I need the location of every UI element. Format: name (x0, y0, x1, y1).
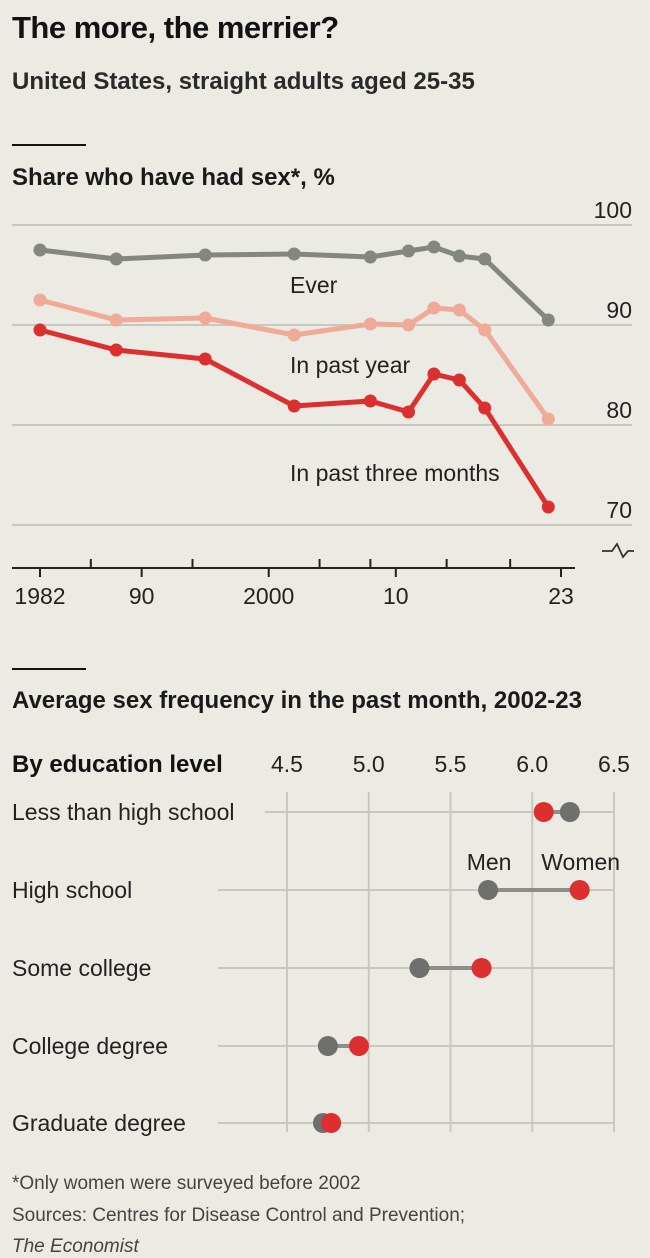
series-1-point-9 (541, 412, 555, 426)
series-2-point-4 (363, 394, 377, 408)
dot-chart-title: Average sex frequency in the past month,… (12, 687, 582, 714)
dot-men-2 (409, 958, 430, 978)
series-2-point-0 (33, 323, 47, 337)
series-0-point-4 (363, 250, 377, 264)
section-rule-2 (12, 668, 86, 670)
x-tick-label-1990: 90 (129, 583, 155, 609)
series-0-point-9 (541, 313, 555, 327)
category-label-0: Less than high school (12, 799, 235, 825)
footnote: *Only women were surveyed before 2002 (12, 1173, 361, 1194)
series-1-point-2 (198, 311, 212, 325)
series-label-0: Ever (290, 272, 338, 298)
dot-women-3 (348, 1036, 369, 1056)
page-title: The more, the merrier? (12, 10, 339, 45)
x-tick-label-2010: 10 (383, 583, 409, 609)
line-chart-title: Share who have had sex*, % (12, 164, 335, 191)
section-rule (12, 144, 86, 146)
dot-women-0 (533, 802, 554, 822)
category-label-3: College degree (12, 1033, 168, 1059)
category-label-2: Some college (12, 955, 151, 981)
dot-men-1 (478, 880, 499, 900)
x-tick-label-3: 6.0 (516, 751, 548, 777)
series-1-point-8 (478, 323, 492, 337)
y-tick-label-100: 100 (594, 197, 632, 223)
series-0-point-3 (287, 247, 301, 261)
series-0-point-1 (109, 252, 123, 266)
series-line-2 (39, 327, 551, 509)
x-tick-label-1982: 1982 (14, 583, 65, 609)
category-label-1: High school (12, 877, 132, 903)
legend-label-women: Women (541, 849, 620, 875)
y-tick-label-80: 80 (606, 397, 632, 423)
series-1-point-4 (363, 317, 377, 331)
dot-women-2 (471, 958, 492, 978)
series-1-point-6 (427, 301, 441, 315)
series-2-point-2 (198, 352, 212, 366)
series-2-point-3 (287, 399, 301, 413)
line-chart: 70 80 90 100 1982 90 2000 10 23 Ever In past year I… (12, 197, 634, 609)
x-tick-label-1: 5.0 (353, 751, 385, 777)
x-tick-label-2: 5.5 (435, 751, 467, 777)
y-tick-label-90: 90 (606, 297, 632, 323)
series-2-point-9 (541, 500, 555, 514)
dot-women-1 (569, 880, 590, 900)
series-line-1 (39, 297, 551, 421)
series-0-point-8 (478, 252, 492, 266)
dot-men-3 (317, 1036, 338, 1056)
dot-chart: By education level 4.5 5.0 5.5 6.0 6.5 Less th… (12, 751, 630, 1136)
category-header: By education level (12, 751, 223, 778)
series-1-point-7 (452, 303, 466, 317)
dot-men-0 (559, 802, 580, 822)
axis-break-symbol (602, 542, 634, 559)
x-tick-label-2000: 2000 (243, 583, 294, 609)
sources-publisher: The Economist (12, 1236, 139, 1257)
series-2-point-7 (452, 373, 466, 387)
y-tick-label-70: 70 (606, 497, 632, 523)
series-0-point-7 (452, 249, 466, 263)
page-subtitle: United States, straight adults aged 25-3… (12, 68, 475, 95)
series-1-point-1 (109, 313, 123, 327)
sources: Sources: Centres for Disease Control and… (12, 1205, 466, 1226)
series-line-0 (39, 244, 551, 322)
series-label-2: In past three months (290, 460, 500, 486)
series-0-point-0 (33, 243, 47, 257)
series-2-point-5 (402, 405, 416, 419)
series-2-point-1 (109, 343, 123, 357)
legend-label-men: Men (467, 849, 512, 875)
series-1-point-5 (402, 318, 416, 332)
series-2-point-8 (478, 401, 492, 415)
series-label-1: In past year (290, 352, 411, 378)
series-1-point-0 (33, 293, 47, 307)
series-0-point-5 (402, 244, 416, 258)
category-label-4: Graduate degree (12, 1110, 186, 1136)
x-tick-label-2023: 23 (548, 583, 574, 609)
x-tick-label-0: 4.5 (271, 751, 303, 777)
series-2-point-6 (427, 367, 441, 381)
series-0-point-2 (198, 248, 212, 262)
series-1-point-3 (287, 328, 301, 342)
dot-women-4 (321, 1113, 342, 1133)
x-tick-label-4: 6.5 (598, 751, 630, 777)
series-0-point-6 (427, 240, 441, 254)
